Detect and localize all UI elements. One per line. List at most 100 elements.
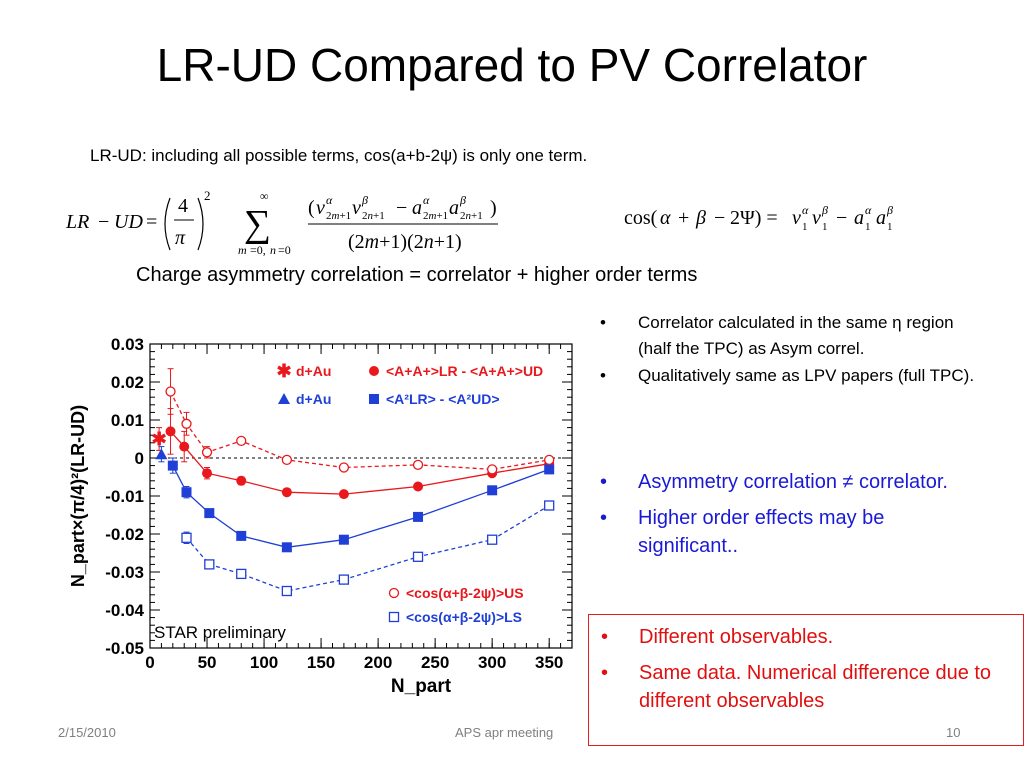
data-point-marker [338,489,349,500]
footer-center: APS apr meeting [455,725,554,740]
data-point-marker [201,447,213,458]
x-tick-label: 150 [307,653,335,672]
footer-page-number: 10 [946,725,961,740]
data-point-marker [181,532,192,543]
svg-text:1: 1 [865,221,871,233]
x-axis-label: N_part [391,676,452,697]
svg-text:α: α [660,207,671,229]
data-point-marker [413,511,424,522]
y-tick-label: -0.03 [105,563,144,582]
data-point-marker [179,441,190,452]
y-tick-label: -0.04 [105,601,144,620]
x-tick-label: 0 [145,653,154,672]
data-point-marker [204,559,215,570]
legend-label: d+Au [296,363,331,379]
svg-text:1: 1 [822,221,828,233]
highlight-text: Charge asymmetry correlation = correlato… [136,264,698,286]
data-point-marker [369,394,379,404]
svg-text:=0,: =0, [250,243,266,257]
svg-text:v: v [812,207,821,229]
svg-text:(: ( [308,197,315,219]
plot-frame [149,343,573,649]
legend-label: d+Au [296,391,331,407]
svg-text:β: β [459,193,466,207]
bullet-item: Correlator calculated in the same η regi… [600,310,980,361]
series-blue-triangle [155,446,168,463]
data-point-marker [338,534,349,545]
x-tick-label: 200 [364,653,392,672]
data-point-marker [388,611,400,623]
bullet-item: Different observables. [589,623,1023,651]
data-point-marker [413,481,424,492]
svg-text:2m+1: 2m+1 [423,210,448,222]
bullet-item: Asymmetry correlation ≠ correlator. [600,468,980,496]
bullet-list-red: Different observables. Same data. Numeri… [589,623,1023,715]
data-point-marker [281,454,293,466]
bullet-item: Qualitatively same as LPV papers (full T… [600,363,980,389]
svg-text:2n+1: 2n+1 [460,210,483,222]
x-tick-label: 100 [250,653,278,672]
svg-text:a: a [854,207,864,229]
formula-left: LR − UD = 4 π 2 ∞ ∑ m =0, n =0 ( v α 2m+… [62,184,582,258]
svg-text:cos(: cos( [624,207,658,229]
legend-label: <cos(α+β-2ψ)>LS [406,609,522,625]
data-point-marker [487,485,498,496]
svg-text:1: 1 [887,221,893,233]
series-line [170,430,550,495]
svg-text:(2m+1)(2n+1): (2m+1)(2n+1) [348,231,462,253]
bullet-list-blue: Asymmetry correlation ≠ correlator. High… [600,468,980,568]
data-point-marker [544,500,555,511]
svg-text:∑: ∑ [244,203,271,245]
chart: 0.030.020.010-0.01-0.02-0.03-0.04-0.050 5… [68,335,573,697]
svg-text:α: α [865,203,872,217]
data-point-marker [369,366,379,376]
x-tick-label: 350 [535,653,563,672]
x-tick-label: 50 [198,653,217,672]
svg-text:β: β [695,207,706,229]
svg-text:β: β [886,203,893,217]
svg-text:π: π [175,227,186,249]
bullet-item: Same data. Numerical difference due to d… [589,659,1023,715]
svg-text:α: α [423,193,430,207]
data-point-marker [155,448,168,460]
y-tick-label: 0 [135,449,144,468]
y-tick-label: -0.01 [105,487,144,506]
data-point-marker [236,568,247,580]
data-point-marker [165,426,176,437]
svg-text:=0: =0 [278,243,291,257]
svg-text:α: α [802,203,809,217]
data-point-marker [236,435,247,447]
x-tick-label: 300 [478,653,506,672]
data-point-marker [236,530,247,541]
chart-annotation: STAR preliminary [154,623,286,642]
legend-label: <A+A+>LR - <A+A+>UD [386,363,543,379]
data-point-marker [281,487,292,498]
svg-text:2Ψ) =: 2Ψ) = [730,207,778,229]
legend: ✱ d+Au <A+A+>LR - <A+A+>UD d+Au <A²LR> - <A²… [276,361,543,625]
data-point-marker [388,587,400,599]
legend-label: <A²LR> - <A²UD> [386,391,500,407]
svg-text:+: + [678,207,689,229]
series-red-filled-circle [165,408,555,500]
data-point-marker [181,418,192,429]
svg-text:α: α [326,193,333,207]
svg-text:a: a [412,197,422,219]
data-point-marker [236,475,247,486]
data-point-marker [487,534,498,545]
svg-text:): ) [490,197,497,219]
data-point-marker [544,454,555,466]
series-red-open-circle [165,368,555,475]
svg-text:∞: ∞ [260,189,269,203]
data-point-marker [281,585,293,597]
bullet-item: Higher order effects may be significant.… [600,504,980,560]
svg-text:−: − [836,207,847,229]
svg-text:1: 1 [802,221,808,233]
series-blue-filled-square [167,457,555,553]
data-point-marker [202,468,213,479]
svg-text:UD: UD [114,211,143,233]
data-point-marker [181,487,192,498]
footer-date: 2/15/2010 [58,725,116,740]
series-line [186,504,550,592]
y-tick-label: 0.01 [111,411,144,430]
data-point-marker: ✱ [276,361,291,381]
